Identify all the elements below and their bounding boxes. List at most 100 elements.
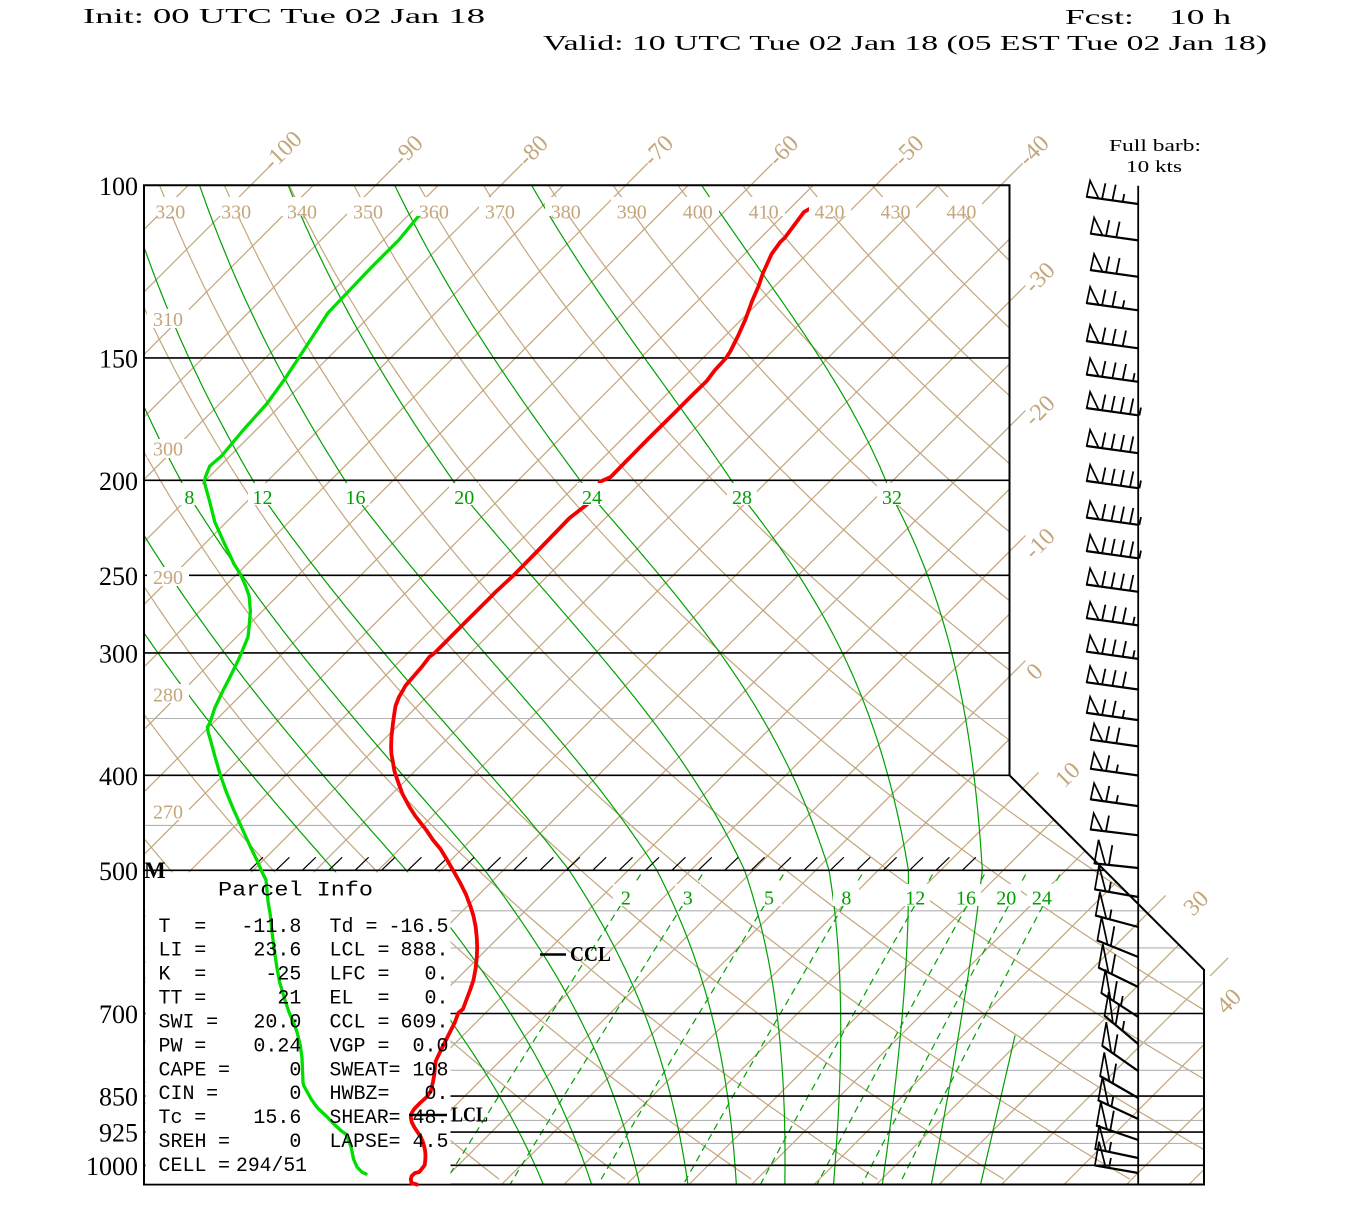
svg-text:0.24: 0.24 <box>253 1035 301 1058</box>
svg-text:TT: TT <box>159 988 183 1011</box>
svg-text:=: = <box>194 916 206 939</box>
svg-text:SREH: SREH <box>159 1131 207 1154</box>
svg-text:PW: PW <box>159 1035 183 1058</box>
svg-text:350: 350 <box>353 202 383 224</box>
svg-text:400: 400 <box>683 202 713 224</box>
svg-text:16: 16 <box>956 888 976 910</box>
svg-text:Td =: Td = <box>330 916 378 939</box>
svg-text:Fcst: 10 h: Fcst: 10 h <box>1065 5 1232 29</box>
svg-text:-16.5: -16.5 <box>389 916 449 939</box>
svg-text:-11.8: -11.8 <box>241 916 301 939</box>
svg-text:12: 12 <box>253 487 273 509</box>
svg-text:888.: 888. <box>401 940 449 963</box>
svg-text:2: 2 <box>621 888 631 910</box>
svg-text:200: 200 <box>99 467 138 496</box>
svg-text:500: 500 <box>99 857 138 886</box>
svg-text:21: 21 <box>277 988 301 1011</box>
svg-text:0.0: 0.0 <box>413 1035 449 1058</box>
svg-text:48.: 48. <box>413 1107 449 1130</box>
svg-text:Valid: 10 UTC Tue 02 Jan 18 (0: Valid: 10 UTC Tue 02 Jan 18 (05 EST Tue … <box>543 31 1267 55</box>
svg-text:8: 8 <box>184 487 194 509</box>
svg-text:250: 250 <box>99 562 138 591</box>
svg-text:EL =: EL = <box>330 988 390 1011</box>
svg-text:850: 850 <box>99 1083 138 1112</box>
svg-text:SWI: SWI <box>159 1012 195 1035</box>
svg-text:LI: LI <box>159 940 183 963</box>
svg-text:3: 3 <box>683 888 693 910</box>
svg-text:340: 340 <box>287 202 317 224</box>
svg-text:700: 700 <box>99 1000 138 1029</box>
svg-text:5: 5 <box>764 888 774 910</box>
svg-text:K: K <box>159 964 171 987</box>
svg-text:0: 0 <box>289 1131 301 1154</box>
svg-text:=: = <box>206 1012 218 1035</box>
svg-text:294/51: 294/51 <box>236 1155 307 1178</box>
svg-text:400: 400 <box>99 762 138 791</box>
svg-text:0: 0 <box>289 1083 301 1106</box>
svg-text:8: 8 <box>841 888 851 910</box>
svg-text:Parcel Info: Parcel Info <box>218 880 373 903</box>
svg-text:LCL =: LCL = <box>330 940 390 963</box>
svg-text:0.: 0. <box>425 988 449 1011</box>
svg-text:12: 12 <box>905 888 925 910</box>
svg-text:10 kts: 10 kts <box>1126 157 1182 176</box>
svg-text:100: 100 <box>99 172 138 201</box>
svg-text:300: 300 <box>99 639 138 668</box>
svg-text:270: 270 <box>153 801 183 823</box>
svg-text:CCL: CCL <box>570 942 611 966</box>
svg-text:M: M <box>144 858 166 883</box>
svg-text:430: 430 <box>881 202 911 224</box>
svg-text:1000: 1000 <box>86 1152 138 1181</box>
svg-text:CCL =: CCL = <box>330 1012 390 1035</box>
svg-text:360: 360 <box>419 202 449 224</box>
svg-text:410: 410 <box>749 202 779 224</box>
svg-text:=: = <box>194 988 206 1011</box>
svg-text:CIN: CIN <box>159 1083 195 1106</box>
svg-text:Tc: Tc <box>159 1107 183 1130</box>
svg-text:LCL: LCL <box>451 1103 488 1127</box>
svg-text:T: T <box>159 916 171 939</box>
svg-text:24: 24 <box>582 487 602 509</box>
svg-text:15.6: 15.6 <box>253 1107 301 1130</box>
svg-text:LAPSE=: LAPSE= <box>330 1131 401 1154</box>
svg-text:SHEAR=: SHEAR= <box>330 1107 401 1130</box>
svg-text:32: 32 <box>882 487 902 509</box>
svg-text:VGP =: VGP = <box>330 1035 390 1058</box>
svg-text:290: 290 <box>153 567 183 589</box>
svg-text:390: 390 <box>617 202 647 224</box>
svg-text:20.0: 20.0 <box>253 1012 301 1035</box>
svg-text:280: 280 <box>153 684 183 706</box>
svg-text:609.: 609. <box>401 1012 449 1035</box>
svg-text:925: 925 <box>99 1119 138 1148</box>
svg-text:CELL: CELL <box>159 1155 207 1178</box>
svg-text:Full barb:: Full barb: <box>1109 136 1201 155</box>
svg-text:300: 300 <box>153 439 183 461</box>
svg-text:16: 16 <box>346 487 366 509</box>
svg-text:=: = <box>218 1155 230 1178</box>
svg-text:SWEAT=: SWEAT= <box>330 1059 401 1082</box>
svg-text:-25: -25 <box>265 964 301 987</box>
svg-text:20: 20 <box>996 888 1016 910</box>
svg-text:440: 440 <box>946 202 976 224</box>
svg-text:4.5: 4.5 <box>413 1131 449 1154</box>
svg-text:=: = <box>218 1059 230 1082</box>
svg-text:330: 330 <box>221 202 251 224</box>
svg-text:0.: 0. <box>425 1083 449 1106</box>
svg-text:310: 310 <box>153 309 183 331</box>
svg-text:20: 20 <box>454 487 474 509</box>
svg-text:Init: 00 UTC Tue 02 Jan 18: Init: 00 UTC Tue 02 Jan 18 <box>83 4 485 28</box>
svg-text:=: = <box>194 1035 206 1058</box>
svg-text:=: = <box>194 1107 206 1130</box>
svg-text:=: = <box>194 964 206 987</box>
svg-text:LFC =: LFC = <box>330 964 390 987</box>
svg-text:150: 150 <box>99 344 138 373</box>
svg-text:108: 108 <box>413 1059 449 1082</box>
svg-text:370: 370 <box>485 202 515 224</box>
svg-text:0.: 0. <box>425 964 449 987</box>
svg-text:=: = <box>218 1131 230 1154</box>
svg-text:CAPE: CAPE <box>159 1059 207 1082</box>
svg-text:420: 420 <box>815 202 845 224</box>
svg-text:=: = <box>194 940 206 963</box>
svg-text:23.6: 23.6 <box>253 940 301 963</box>
svg-text:=: = <box>206 1083 218 1106</box>
